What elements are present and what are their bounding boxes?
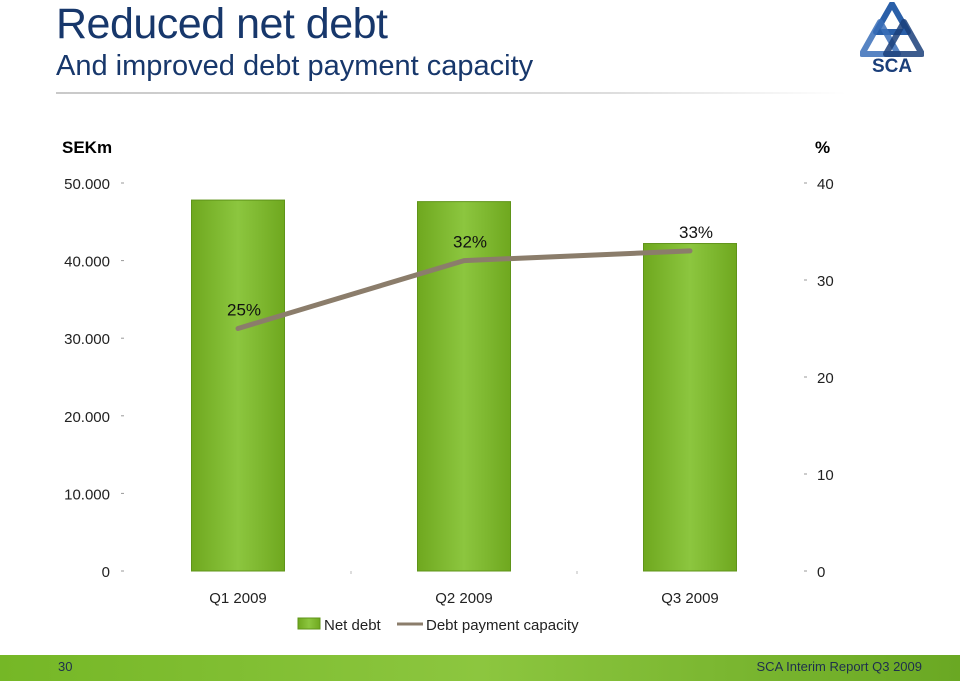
footer-bar: 30 SCA Interim Report Q3 2009	[0, 655, 960, 681]
legend-capacity-label: Debt payment capacity	[426, 617, 579, 634]
left-axis-tick-label: 50.000	[64, 176, 110, 193]
sca-logo-icon	[860, 2, 924, 57]
right-axis-tick-label: 20	[817, 370, 834, 387]
combo-chart: 0 10.000 20.000 30.000 40.000 50.000 0 10 20 30 40…	[64, 176, 834, 634]
right-axis-tick-label: 30	[817, 273, 834, 290]
legend-net-debt-label: Net debt	[324, 617, 382, 634]
x-axis-category-label: Q3 2009	[661, 590, 719, 607]
left-axis-unit: SEKm	[62, 138, 113, 157]
line-data-label: 33%	[679, 223, 713, 242]
page-number: 30	[58, 659, 73, 674]
left-axis-tick-label: 10.000	[64, 486, 110, 503]
slide-subtitle: And improved debt payment capacity	[56, 50, 534, 82]
right-axis-tick-label: 0	[817, 564, 825, 581]
x-axis-category-label: Q2 2009	[435, 590, 493, 607]
line-data-label: 25%	[227, 301, 261, 320]
legend-net-debt-swatch	[297, 617, 321, 630]
slide-title: Reduced net debt	[56, 0, 388, 48]
left-axis-tick-label: 40.000	[64, 254, 110, 271]
line-data-label: 32%	[453, 233, 487, 252]
left-axis-tick-label: 30.000	[64, 331, 110, 348]
right-axis-tick-label: 10	[817, 467, 834, 484]
debt-payment-capacity-line	[235, 248, 693, 331]
net-debt-bar	[191, 199, 285, 572]
logo-text: SCA	[871, 56, 913, 77]
right-axis-unit: %	[815, 138, 831, 157]
left-axis-tick-label: 0	[102, 564, 110, 581]
left-axis-tick-label: 20.000	[64, 409, 110, 426]
right-axis-tick-label: 40	[817, 176, 834, 193]
net-debt-bar	[643, 243, 737, 572]
footer-text: SCA Interim Report Q3 2009	[756, 659, 922, 674]
header-divider	[56, 92, 846, 94]
x-axis-category-label: Q1 2009	[209, 590, 267, 607]
